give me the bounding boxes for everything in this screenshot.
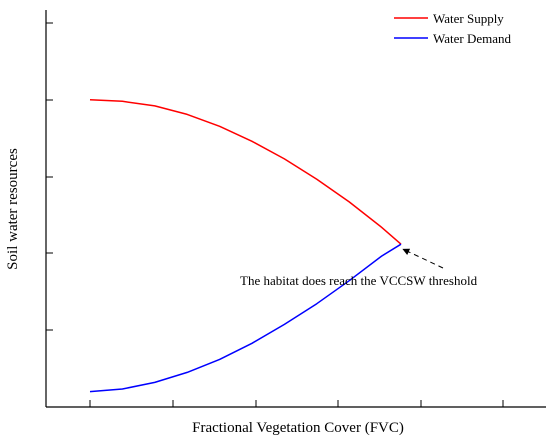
legend-label-water-demand: Water Demand bbox=[433, 31, 512, 46]
y-axis-label: Soil water resources bbox=[5, 148, 21, 270]
x-ticks bbox=[89, 400, 504, 407]
annotation-text: The habitat does reach the VCCSW thresho… bbox=[240, 273, 478, 288]
y-ticks bbox=[46, 22, 53, 331]
axes bbox=[45, 10, 546, 408]
legend-label-water-supply: Water Supply bbox=[433, 11, 504, 26]
annotation-arrow bbox=[402, 248, 444, 269]
annotation: The habitat does reach the VCCSW thresho… bbox=[240, 248, 478, 288]
series-line-water-demand bbox=[89, 243, 402, 393]
x-axis-label: Fractional Vegetation Cover (FVC) bbox=[192, 420, 404, 436]
legend: Water Supply Water Demand bbox=[394, 11, 512, 46]
series-group bbox=[89, 99, 402, 393]
series-line-water-supply bbox=[89, 99, 402, 245]
